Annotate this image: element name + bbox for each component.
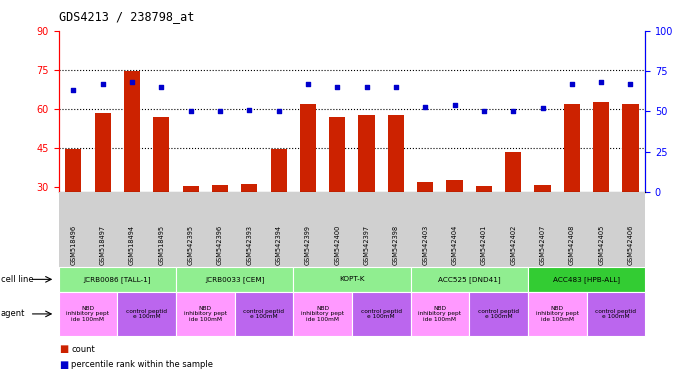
Text: control peptid
e 100mM: control peptid e 100mM [361, 308, 402, 319]
Bar [241, 184, 257, 192]
Text: GSM542395: GSM542395 [188, 225, 194, 265]
Bar [622, 104, 638, 192]
Text: GSM542400: GSM542400 [334, 225, 340, 265]
Point [449, 102, 460, 108]
Text: GSM542403: GSM542403 [422, 225, 428, 265]
Text: GSM542393: GSM542393 [246, 225, 253, 265]
Text: GSM542399: GSM542399 [305, 225, 311, 265]
Text: ■: ■ [59, 360, 68, 370]
Text: GSM542396: GSM542396 [217, 225, 223, 265]
Text: ACC525 [DND41]: ACC525 [DND41] [438, 276, 500, 283]
Point [566, 81, 578, 87]
Text: JCRB0033 [CEM]: JCRB0033 [CEM] [205, 276, 264, 283]
Bar [66, 149, 81, 192]
Text: KOPT-K: KOPT-K [339, 276, 364, 282]
Point [595, 79, 607, 85]
Point [126, 79, 137, 85]
Text: NBD
inhibitory pept
ide 100mM: NBD inhibitory pept ide 100mM [301, 306, 344, 322]
Point [215, 108, 226, 114]
Bar [329, 117, 345, 192]
Text: GSM542407: GSM542407 [540, 225, 546, 265]
Text: GSM542404: GSM542404 [451, 225, 457, 265]
Text: GSM542406: GSM542406 [627, 225, 633, 265]
Bar [446, 180, 462, 192]
Text: NBD
inhibitory pept
ide 100mM: NBD inhibitory pept ide 100mM [418, 306, 462, 322]
Bar [417, 182, 433, 192]
Point [508, 108, 519, 114]
Text: GSM542401: GSM542401 [481, 225, 487, 265]
Point [302, 81, 313, 87]
Bar [388, 115, 404, 192]
Point [391, 84, 402, 90]
Text: agent: agent [1, 310, 25, 318]
Point [97, 81, 108, 87]
Point [537, 105, 548, 111]
Text: GSM518497: GSM518497 [99, 225, 106, 265]
Text: count: count [71, 345, 95, 354]
Bar [505, 152, 521, 192]
Text: GSM518494: GSM518494 [129, 225, 135, 265]
Text: GSM518496: GSM518496 [70, 225, 77, 265]
Point [332, 84, 343, 90]
Text: GSM542394: GSM542394 [275, 225, 282, 265]
Text: JCRB0086 [TALL-1]: JCRB0086 [TALL-1] [83, 276, 151, 283]
Bar [359, 115, 375, 192]
Point [273, 108, 284, 114]
Bar [564, 104, 580, 192]
Text: control peptid
e 100mM: control peptid e 100mM [595, 308, 636, 319]
Text: GSM542405: GSM542405 [598, 225, 604, 265]
Text: ACC483 [HPB-ALL]: ACC483 [HPB-ALL] [553, 276, 620, 283]
Text: control peptid
e 100mM: control peptid e 100mM [126, 308, 167, 319]
Bar [300, 104, 316, 192]
Point [185, 108, 196, 114]
Text: GSM542397: GSM542397 [364, 225, 370, 265]
Text: NBD
inhibitory pept
ide 100mM: NBD inhibitory pept ide 100mM [66, 306, 110, 322]
Bar [535, 185, 551, 192]
Point [68, 87, 79, 93]
Text: GSM542408: GSM542408 [569, 225, 575, 265]
Text: control peptid
e 100mM: control peptid e 100mM [478, 308, 519, 319]
Bar [124, 71, 140, 192]
Bar [153, 117, 169, 192]
Text: ■: ■ [59, 344, 68, 354]
Bar [270, 149, 286, 192]
Text: control peptid
e 100mM: control peptid e 100mM [244, 308, 284, 319]
Bar [95, 113, 110, 192]
Text: cell line: cell line [1, 275, 33, 284]
Bar [593, 102, 609, 192]
Point [625, 81, 636, 87]
Point [244, 107, 255, 113]
Text: NBD
inhibitory pept
ide 100mM: NBD inhibitory pept ide 100mM [535, 306, 579, 322]
Point [420, 103, 431, 109]
Text: percentile rank within the sample: percentile rank within the sample [71, 360, 213, 369]
Bar [212, 185, 228, 192]
Point [478, 108, 489, 114]
Bar [476, 186, 492, 192]
Point [361, 84, 372, 90]
Text: GSM542398: GSM542398 [393, 225, 399, 265]
Text: NBD
inhibitory pept
ide 100mM: NBD inhibitory pept ide 100mM [184, 306, 227, 322]
Text: GDS4213 / 238798_at: GDS4213 / 238798_at [59, 10, 194, 23]
Text: GSM518495: GSM518495 [158, 225, 164, 265]
Text: GSM542402: GSM542402 [510, 225, 516, 265]
Bar [183, 186, 199, 192]
Point [156, 84, 167, 90]
